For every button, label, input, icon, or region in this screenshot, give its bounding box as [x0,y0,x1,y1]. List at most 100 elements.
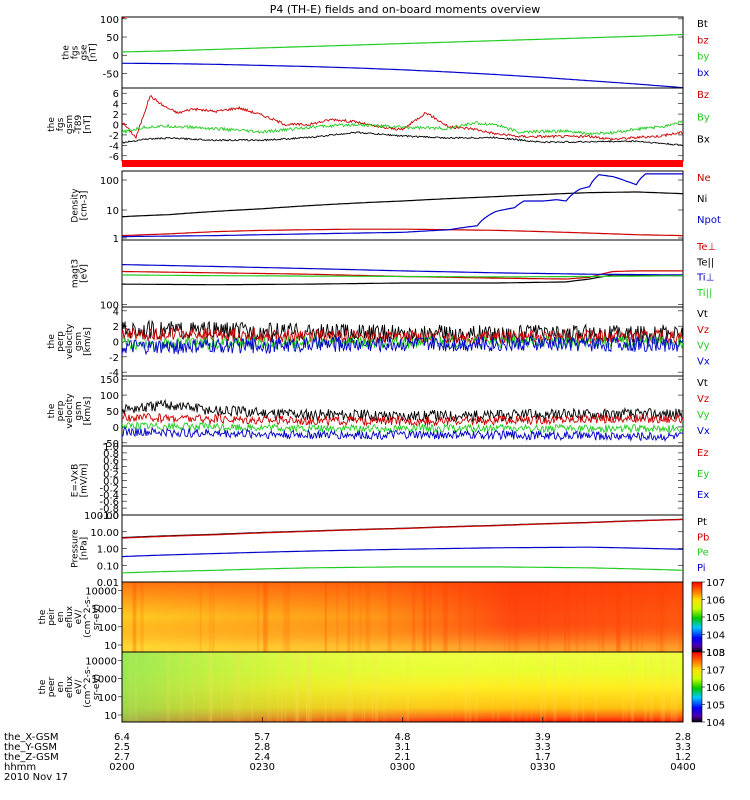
pressure-ytick-label: 1.00 [97,545,119,556]
ion-eflux-streak [629,582,633,652]
ion-eflux-streak [366,582,371,652]
temperature-frame [121,239,684,308]
temperature-line-Te|| [122,274,683,286]
ion-eflux-streak [641,582,643,652]
ion-eflux-streak [352,582,354,652]
electron-eflux-streak [543,652,546,722]
electron-eflux-streak [296,652,300,722]
ion-eflux-streak [263,582,265,652]
electron-eflux-colorbar-label: 104 [706,718,725,729]
efield-ylabel-line: E=-VxB [71,464,81,498]
fgs-gsm-line-Bx [122,131,683,147]
electron-eflux-streak [570,652,575,722]
perp-velocity-ylabel-line: perp [56,331,66,352]
ion-eflux-streak [429,582,432,652]
efield-ytick-label: 0.0 [103,477,119,488]
electron-eflux-streak [233,652,236,722]
ion-eflux-streak [141,582,144,652]
electron-eflux-streak [267,652,270,722]
fgs-gse-legend-Bt: Bt [697,19,708,30]
pressure-ylabel-line: Pressure [71,529,81,568]
electron-eflux-streak [382,652,386,722]
electron-eflux-streak [284,652,287,722]
electron-eflux-streak [324,652,327,722]
electron-eflux-ylabel-line: en [56,681,66,692]
electron-eflux-streak [294,652,298,722]
electron-eflux-streak [405,652,407,722]
ion-eflux-ylabel-line: sr-eV) [92,604,102,630]
ion-eflux-streak [199,582,202,652]
ion-eflux-streak [387,582,392,652]
ion-eflux-streak [584,582,587,652]
ion-eflux-streak [264,582,267,652]
perp-velocity-ylabel-line: [km/s] [83,327,93,356]
ion-eflux-streak [564,582,567,652]
electron-eflux-ytick-label: 10000 [85,656,117,667]
ion-eflux-ytick-label: 10000 [85,586,117,597]
ion-eflux-streak [459,582,462,652]
fgs-gse-series-group [122,17,683,88]
fgs-gse-line-bx [122,62,683,88]
electron-eflux-streak [474,652,479,722]
perp-velocity-2-legend-Vx: Vx [697,426,710,437]
perp-velocity-2-legend-Vy: Vy [697,410,710,421]
ephemeris-value: 3.9 [535,732,551,743]
perp-velocity-2-line-Vz [122,411,683,428]
electron-eflux-ylabel-line: (cm^2-s- [83,666,93,708]
electron-eflux-shading [122,652,683,722]
pressure-legend-Pe: Pe [697,548,709,559]
ion-eflux-streak [537,582,541,652]
time-axis-label: hhmm [4,762,36,773]
perp-velocity-2-series-group [122,398,683,442]
ephemeris-value: 2.1 [395,752,411,763]
ion-eflux-streak [444,582,449,652]
ion-eflux-ytick-label: 1000 [92,605,117,616]
density-ytick-label: 1 [113,234,119,245]
density-ytick-label: 100 [100,176,119,187]
electron-eflux-streak [349,652,353,722]
fgs-gsm-ylabel-line: gsm [65,115,75,134]
electron-eflux-streak [662,652,665,722]
perp-velocity-2-ylabel-line: [km/s] [83,397,93,426]
electron-eflux-streak [661,652,663,722]
temperature-line-Ti|| [122,274,683,278]
pressure-ylabel-line: [nPa] [80,537,90,560]
panel-temperature: 100 magt3 [eV] Te⊥ Te|| Ti⊥ Ti|| [71,239,716,311]
pressure-legend-Pi: Pi [697,563,706,574]
electron-eflux-streak [663,652,666,722]
perp-velocity-2-line-Vt [122,398,683,423]
electron-eflux-streak [371,652,374,722]
perp-velocity-2-ytick-label: 100 [100,391,119,402]
ion-eflux-ylabel-line: peir [47,608,57,626]
ion-eflux-streak [544,582,549,652]
pressure-legend-Pt: Pt [697,517,707,528]
electron-eflux-streak [307,652,312,722]
temperature-legend-Te||: Te|| [696,257,714,268]
ion-eflux-streak [661,582,663,652]
panel-pressure: 100.00 10.00 1.00 0.10 0.01 Pressure [nPa] Pt Pb… [71,511,710,589]
electron-eflux-ylabel-line: eV/ [74,679,84,695]
electron-eflux-ylabel-line: the [38,679,48,694]
efield-ylabel-line: [mV/m] [80,464,90,498]
ion-eflux-colorbar [691,581,703,653]
panel-density: 100 10 1 Density [cm-3] Ne Ni Npot [71,170,721,245]
time-tick-label: 0200 [109,762,134,773]
electron-eflux-streak [575,652,578,722]
pressure-line-Pe [122,566,683,574]
time-tick-label: 0230 [250,762,275,773]
fgs-gse-ytick-label: -50 [103,69,119,80]
fgs-gse-ylabel: the fgs gse [nT] [62,43,99,61]
efield-ylabel: E=-VxB [mV/m] [71,464,90,498]
ion-eflux-streak [358,582,362,652]
pressure-ylabel: Pressure [nPa] [71,529,90,568]
perp-velocity-2-ytick-label: 150 [100,375,119,386]
electron-eflux-streak [179,652,184,722]
ion-eflux-ylabel-line: en [56,611,66,622]
ion-eflux-colorbar-label: 104 [706,631,725,642]
electron-eflux-colorbar-label: 107 [706,666,725,677]
electron-eflux-streak [674,652,678,722]
ion-eflux-streak [423,582,427,652]
efield-ytick-label: -0.8 [99,504,119,515]
ion-eflux-streak [576,582,579,652]
